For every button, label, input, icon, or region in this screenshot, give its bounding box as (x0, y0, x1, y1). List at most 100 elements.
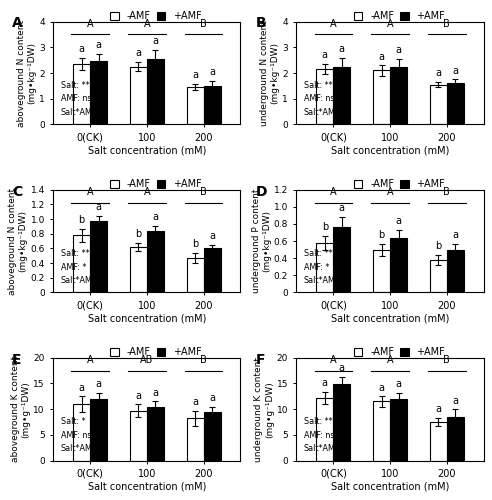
Text: B: B (443, 356, 450, 366)
Text: a: a (135, 391, 141, 401)
Text: a: a (378, 52, 385, 62)
Text: a: a (452, 66, 459, 76)
Y-axis label: aboveground K content
(mg•g⁻¹DW): aboveground K content (mg•g⁻¹DW) (11, 356, 31, 463)
X-axis label: Salt concentration (mM): Salt concentration (mM) (331, 146, 449, 156)
Text: a: a (339, 363, 345, 373)
Text: b: b (192, 239, 198, 249)
Bar (333, 66, 350, 124)
Text: Salt: **
AMF: *
Salt*AMF:ns: Salt: ** AMF: * Salt*AMF:ns (304, 250, 351, 284)
Bar (430, 84, 447, 124)
Text: A: A (87, 20, 93, 30)
Text: A: A (87, 356, 93, 366)
Bar (90, 62, 107, 124)
Bar (333, 384, 350, 460)
X-axis label: Salt concentration (mM): Salt concentration (mM) (331, 482, 449, 492)
Text: a: a (435, 404, 441, 414)
Text: a: a (396, 216, 401, 226)
Text: a: a (322, 378, 328, 388)
Text: a: a (396, 379, 401, 389)
Text: A: A (330, 20, 337, 30)
Legend: -AMF, +AMF: -AMF, +AMF (353, 178, 446, 190)
Text: Salt: **
AMF: ns
Salt*AMF:ns: Salt: ** AMF: ns Salt*AMF:ns (61, 81, 108, 116)
Legend: -AMF, +AMF: -AMF, +AMF (353, 10, 446, 22)
Text: B: B (200, 20, 207, 30)
Text: a: a (192, 397, 198, 407)
Text: a: a (435, 68, 441, 78)
X-axis label: Salt concentration (mM): Salt concentration (mM) (88, 314, 206, 324)
Bar (186, 258, 204, 292)
Text: Salt: **
AMF: ns
Salt*AMF:ns: Salt: ** AMF: ns Salt*AMF:ns (304, 418, 351, 453)
Bar (447, 417, 464, 461)
Text: a: a (209, 231, 215, 241)
Bar (130, 247, 147, 292)
Text: a: a (153, 36, 158, 46)
Text: A: A (387, 356, 394, 366)
Text: B: B (255, 16, 266, 30)
Text: a: a (209, 67, 215, 77)
Text: a: a (209, 394, 215, 404)
Bar (373, 70, 390, 124)
Legend: -AMF, +AMF: -AMF, +AMF (109, 346, 203, 358)
Text: a: a (339, 204, 345, 214)
Text: C: C (12, 184, 22, 198)
Text: b: b (78, 215, 85, 225)
Text: Salt: *
AMF: ns
Salt*AMF:ns: Salt: * AMF: ns Salt*AMF:ns (61, 418, 108, 453)
Bar (430, 422, 447, 461)
Legend: -AMF, +AMF: -AMF, +AMF (353, 346, 446, 358)
Text: B: B (200, 356, 207, 366)
Text: a: a (79, 382, 85, 392)
Bar (90, 399, 107, 460)
Text: A: A (144, 20, 150, 30)
Text: E: E (12, 352, 22, 366)
Text: a: a (396, 46, 401, 56)
Text: b: b (378, 230, 385, 240)
Bar (73, 64, 90, 124)
Bar (390, 66, 407, 124)
Text: A: A (330, 188, 337, 198)
Text: A: A (330, 356, 337, 366)
Bar (447, 84, 464, 124)
Text: B: B (200, 188, 207, 198)
Text: AB: AB (140, 356, 154, 366)
Bar (90, 221, 107, 292)
Y-axis label: aboveground N content
(mg•kg⁻¹DW): aboveground N content (mg•kg⁻¹DW) (17, 20, 36, 126)
Bar (447, 250, 464, 292)
Text: a: a (153, 212, 158, 222)
Bar (130, 410, 147, 461)
Bar (373, 402, 390, 460)
Bar (204, 86, 220, 124)
Bar (130, 66, 147, 124)
Text: A: A (12, 16, 23, 30)
Y-axis label: underground N content
(mg•kg⁻¹DW): underground N content (mg•kg⁻¹DW) (260, 20, 279, 126)
Bar (73, 404, 90, 460)
Bar (373, 250, 390, 292)
Text: a: a (153, 388, 158, 398)
Text: a: a (322, 50, 328, 60)
Bar (186, 87, 204, 124)
Text: a: a (452, 396, 459, 406)
Text: Salt: **
AMF: ns
Salt*AMF:ns: Salt: ** AMF: ns Salt*AMF:ns (304, 81, 351, 116)
Text: b: b (135, 229, 141, 239)
Text: a: a (452, 230, 459, 240)
Text: a: a (378, 382, 385, 392)
Text: a: a (95, 379, 102, 389)
Bar (390, 399, 407, 460)
Text: A: A (387, 188, 394, 198)
Text: Salt: **
AMF: *
Salt*AMF:ns: Salt: ** AMF: * Salt*AMF:ns (61, 250, 108, 284)
Bar (147, 406, 164, 461)
Text: a: a (95, 40, 102, 50)
Bar (430, 260, 447, 292)
X-axis label: Salt concentration (mM): Salt concentration (mM) (88, 146, 206, 156)
Bar (73, 235, 90, 292)
Bar (390, 238, 407, 292)
Legend: -AMF, +AMF: -AMF, +AMF (109, 178, 203, 190)
Bar (147, 231, 164, 292)
Bar (186, 418, 204, 461)
Bar (316, 243, 333, 292)
Text: B: B (443, 188, 450, 198)
X-axis label: Salt concentration (mM): Salt concentration (mM) (331, 314, 449, 324)
Text: a: a (135, 48, 141, 58)
Bar (204, 248, 220, 292)
Text: a: a (339, 44, 345, 54)
Bar (333, 228, 350, 292)
